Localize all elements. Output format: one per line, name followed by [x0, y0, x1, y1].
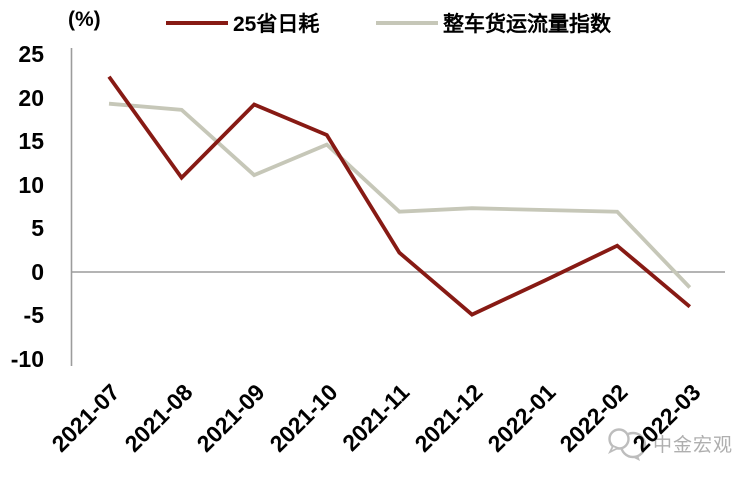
y-tick-label: 15 — [18, 128, 44, 154]
legend-item-truck-freight-index: 整车货运流量指数 — [376, 8, 611, 38]
y-tick-label: -5 — [23, 302, 44, 328]
legend-label-daily-coal-consumption: 25省日耗 — [233, 13, 320, 36]
y-tick-label: 25 — [18, 41, 44, 67]
y-tick-label: -10 — [10, 346, 44, 372]
y-tick-label: 0 — [31, 259, 44, 285]
legend-line-sample-red — [166, 21, 228, 25]
legend-label-truck-freight-index: 整车货运流量指数 — [443, 13, 611, 36]
cicc-logo-icon — [607, 428, 647, 461]
legend-item-daily-coal-consumption: 25省日耗 — [166, 8, 319, 38]
y-axis-unit-label: (%) — [68, 8, 101, 31]
y-tick-label: 10 — [18, 172, 44, 198]
watermark-text: 中金宏观 — [653, 434, 734, 456]
legend-line-sample-gray — [376, 21, 438, 25]
y-tick-label: 20 — [18, 85, 44, 111]
watermark: 中金宏观 — [606, 424, 733, 462]
y-tick-label: 5 — [31, 215, 44, 241]
series-layer — [107, 75, 692, 317]
series-line-1 — [108, 101, 692, 289]
series-line-0 — [107, 75, 692, 317]
